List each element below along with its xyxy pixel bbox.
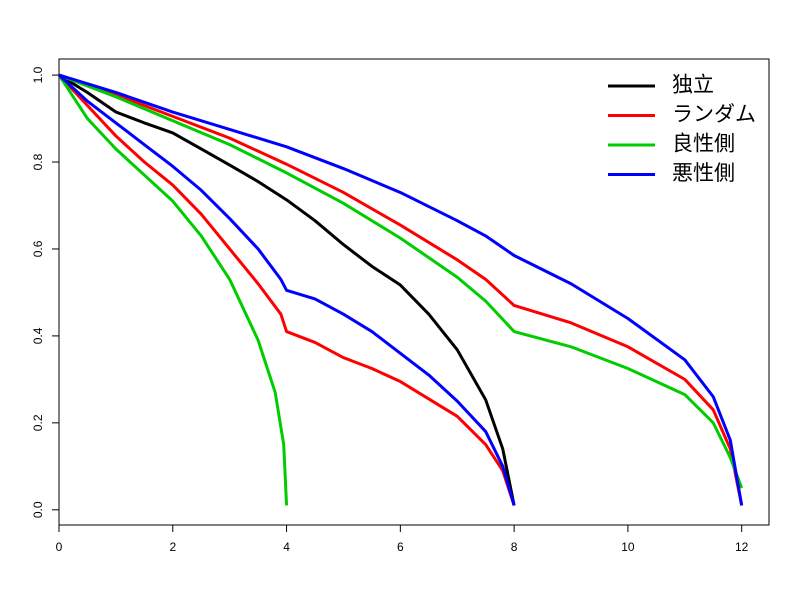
y-tick-label: 0.8 — [31, 153, 45, 170]
x-tick-label: 12 — [735, 540, 749, 554]
y-tick-label: 0.4 — [31, 327, 45, 344]
y-tick-label: 0.6 — [31, 240, 45, 257]
series-line — [57, 73, 744, 506]
legend-label: ランダム — [672, 103, 756, 126]
x-tick-label: 10 — [621, 540, 635, 554]
x-tick-label: 0 — [56, 540, 63, 554]
x-tick-label: 2 — [169, 540, 176, 554]
y-tick-label: 1.0 — [31, 66, 45, 83]
legend-label: 独立 — [672, 74, 714, 97]
x-tick-label: 4 — [283, 540, 290, 554]
legend-label: 悪性側 — [672, 162, 735, 185]
legend-label: 良性側 — [672, 133, 735, 156]
y-tick-label: 0.0 — [31, 501, 45, 518]
series-line — [57, 73, 744, 506]
series-line — [57, 73, 744, 506]
y-tick-label: 0.2 — [31, 414, 45, 431]
series-line — [58, 73, 516, 506]
x-tick-label: 6 — [397, 540, 404, 554]
x-tick-label: 8 — [511, 540, 518, 554]
